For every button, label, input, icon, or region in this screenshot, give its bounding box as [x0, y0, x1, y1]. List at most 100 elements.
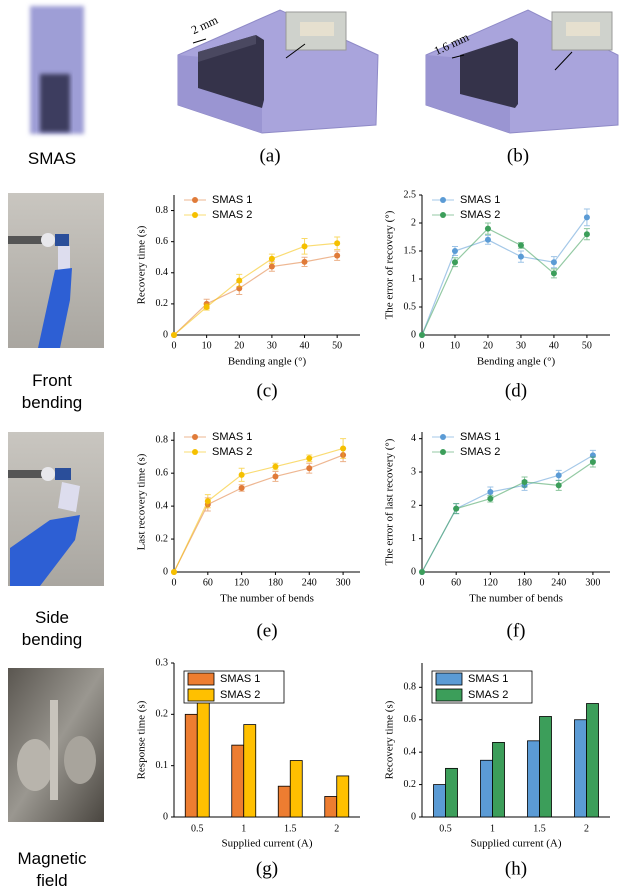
series-line — [174, 256, 337, 335]
x-tick-label: 120 — [234, 577, 249, 588]
marker — [556, 472, 562, 478]
x-tick-label: 10 — [450, 340, 460, 351]
panel-label: (f) — [507, 620, 526, 641]
marker — [269, 256, 275, 262]
x-tick-label: 2 — [334, 823, 339, 834]
y-axis-label: Response time (s) — [136, 700, 148, 779]
legend-label: SMAS 1 — [212, 194, 252, 206]
series-line — [422, 455, 593, 572]
y-tick-label: 0.8 — [404, 682, 417, 693]
marker — [522, 479, 528, 485]
marker — [590, 459, 596, 465]
legend-marker — [440, 212, 446, 218]
marker — [236, 278, 242, 284]
legend-marker — [192, 434, 198, 440]
marker — [584, 214, 590, 220]
y-tick-label: 0.8 — [156, 435, 169, 446]
marker — [518, 254, 524, 260]
x-tick-label: 300 — [336, 577, 351, 588]
x-tick-label: 180 — [268, 577, 283, 588]
smas-image — [30, 6, 84, 134]
marker — [487, 496, 493, 502]
bar — [540, 716, 552, 817]
marker — [419, 569, 425, 575]
marker — [485, 226, 491, 232]
photo-magnetic — [8, 668, 104, 822]
x-tick-label: 1.5 — [284, 823, 297, 834]
y-axis-label: Recovery time (s) — [136, 225, 148, 304]
series-line — [422, 462, 593, 572]
series-line — [174, 448, 343, 572]
legend-label: SMAS 2 — [468, 689, 508, 701]
y-axis-label: The error of recovery (°) — [384, 210, 396, 319]
x-tick-label: 1 — [490, 823, 495, 834]
x-tick-label: 0.5 — [439, 823, 452, 834]
y-axis-label: Last recovery time (s) — [136, 453, 148, 550]
marker — [551, 259, 557, 265]
x-axis-label: Supplied current (A) — [221, 838, 312, 850]
x-tick-label: 240 — [302, 577, 317, 588]
legend-label: SMAS 1 — [460, 194, 500, 206]
bar — [493, 742, 505, 817]
y-tick-label: 1.5 — [404, 245, 417, 256]
x-tick-label: 1.5 — [533, 823, 546, 834]
y-tick-label: 1 — [411, 273, 416, 284]
y-tick-label: 0.8 — [156, 205, 169, 216]
x-tick-label: 40 — [549, 340, 559, 351]
x-axis-label: The number of bends — [469, 593, 563, 605]
y-tick-label: 0.4 — [156, 500, 169, 511]
bar — [575, 720, 587, 817]
marker — [419, 332, 425, 338]
marker — [334, 253, 340, 259]
y-tick-label: 0 — [163, 566, 168, 577]
y-tick-label: 3 — [411, 466, 416, 477]
bar — [528, 741, 540, 817]
x-tick-label: 1 — [241, 823, 246, 834]
x-tick-label: 0 — [420, 577, 425, 588]
x-tick-label: 2 — [584, 823, 589, 834]
legend-label: SMAS 1 — [220, 673, 260, 685]
bar — [446, 768, 458, 817]
y-tick-label: 0.6 — [404, 714, 417, 725]
legend-label: SMAS 2 — [460, 209, 500, 221]
bar — [232, 745, 244, 817]
legend-marker — [192, 212, 198, 218]
legend-marker — [440, 449, 446, 455]
panel-label: (d) — [505, 380, 527, 401]
marker — [487, 489, 493, 495]
y-axis-label: The error of last recovery (°) — [384, 438, 396, 565]
marker — [306, 455, 312, 461]
y-tick-label: 0.5 — [404, 301, 417, 312]
y-tick-label: 2 — [411, 217, 416, 228]
y-tick-label: 0.1 — [156, 760, 169, 771]
panel-label: (b) — [507, 145, 529, 166]
x-tick-label: 50 — [332, 340, 342, 351]
marker — [334, 240, 340, 246]
y-tick-label: 0.2 — [156, 533, 169, 544]
y-tick-label: 0.2 — [156, 298, 169, 309]
y-tick-label: 0 — [411, 811, 416, 822]
legend-label: SMAS 1 — [460, 431, 500, 443]
x-tick-label: 30 — [267, 340, 277, 351]
y-tick-label: 2 — [411, 500, 416, 511]
x-tick-label: 0 — [172, 340, 177, 351]
bar — [337, 776, 349, 817]
legend-swatch — [188, 689, 214, 701]
legend-label: SMAS 2 — [220, 689, 260, 701]
render-b — [426, 10, 618, 133]
y-tick-label: 4 — [411, 433, 416, 444]
y-tick-label: 0 — [411, 329, 416, 340]
y-tick-label: 0 — [163, 811, 168, 822]
legend-label: SMAS 1 — [212, 431, 252, 443]
y-tick-label: 0.6 — [156, 467, 169, 478]
panel-label: (a) — [259, 145, 280, 166]
x-tick-label: 0.5 — [191, 823, 204, 834]
row-label: Front bending — [17, 370, 87, 414]
marker — [302, 243, 308, 249]
legend-swatch — [436, 673, 462, 685]
row-label: Magnetic field — [12, 848, 92, 892]
photo-side — [8, 432, 104, 586]
y-tick-label: 0 — [411, 566, 416, 577]
marker — [239, 485, 245, 491]
y-tick-label: 1 — [411, 533, 416, 544]
